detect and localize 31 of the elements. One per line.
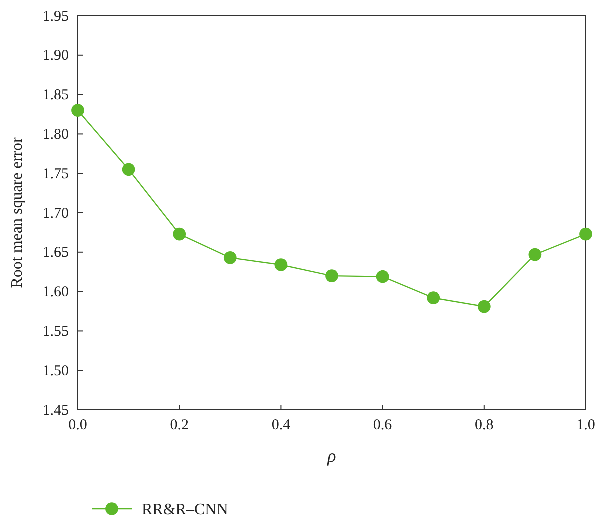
point bbox=[528, 248, 542, 262]
y-tick-label: 1.55 bbox=[42, 324, 69, 340]
x-tick-label: 0.4 bbox=[272, 418, 292, 434]
point bbox=[72, 104, 84, 117]
x-tick-label: 0.2 bbox=[170, 418, 189, 434]
point bbox=[173, 228, 186, 241]
point bbox=[122, 163, 136, 176]
x-tick-label: 1.0 bbox=[576, 418, 596, 434]
y-tick-label: 1.85 bbox=[42, 88, 69, 104]
y-tick-label: 1.75 bbox=[42, 166, 69, 182]
point bbox=[376, 270, 390, 284]
y-tick-label: 1.50 bbox=[42, 363, 69, 380]
point bbox=[224, 251, 237, 264]
point bbox=[427, 292, 440, 305]
legend-label: RR&R–CNN bbox=[142, 502, 229, 519]
point bbox=[580, 228, 592, 241]
x-tick-label: 0.8 bbox=[475, 418, 494, 434]
x-axis-title: ρ bbox=[326, 446, 337, 466]
point bbox=[478, 300, 491, 314]
y-axis-title: Root mean square error bbox=[9, 137, 26, 288]
y-tick-label: 1.60 bbox=[42, 284, 69, 301]
y-tick-label: 1.95 bbox=[42, 8, 69, 25]
point bbox=[274, 258, 288, 272]
y-tick-label: 1.90 bbox=[42, 48, 69, 64]
x-tick-label: 0.6 bbox=[373, 418, 393, 434]
y-tick-label: 1.65 bbox=[42, 245, 69, 262]
x-tick-label: 0.0 bbox=[68, 418, 88, 434]
point bbox=[326, 270, 338, 282]
y-tick-label: 1.70 bbox=[42, 206, 69, 222]
y-tick-label: 1.45 bbox=[42, 402, 69, 419]
y-tick-label: 1.80 bbox=[42, 127, 69, 143]
